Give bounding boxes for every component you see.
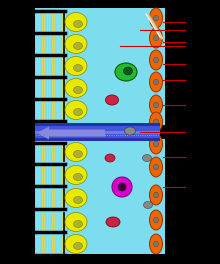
Ellipse shape (65, 12, 87, 31)
Ellipse shape (154, 102, 158, 108)
Ellipse shape (118, 183, 126, 191)
Ellipse shape (154, 192, 158, 198)
Ellipse shape (150, 157, 163, 177)
Ellipse shape (73, 43, 82, 50)
Ellipse shape (65, 101, 87, 120)
Ellipse shape (65, 78, 87, 97)
Ellipse shape (154, 119, 158, 125)
Ellipse shape (123, 67, 132, 75)
Ellipse shape (154, 79, 158, 85)
Ellipse shape (73, 196, 82, 204)
Ellipse shape (150, 50, 163, 70)
Ellipse shape (150, 112, 163, 132)
Ellipse shape (65, 234, 87, 253)
Ellipse shape (65, 188, 87, 208)
Ellipse shape (150, 134, 163, 154)
Ellipse shape (73, 21, 82, 27)
Ellipse shape (154, 35, 158, 41)
Ellipse shape (150, 95, 163, 115)
Ellipse shape (150, 8, 163, 28)
Bar (35, 138, 160, 141)
Ellipse shape (73, 173, 82, 181)
Ellipse shape (154, 15, 158, 21)
Ellipse shape (154, 217, 158, 223)
FancyArrow shape (37, 126, 105, 139)
Ellipse shape (106, 95, 119, 105)
Ellipse shape (150, 28, 163, 48)
Ellipse shape (112, 177, 132, 197)
Ellipse shape (65, 213, 87, 232)
Ellipse shape (73, 64, 82, 72)
Ellipse shape (73, 220, 82, 228)
Ellipse shape (106, 217, 120, 227)
Ellipse shape (150, 210, 163, 230)
Ellipse shape (65, 166, 87, 185)
Ellipse shape (73, 109, 82, 116)
Ellipse shape (105, 154, 115, 162)
Ellipse shape (150, 185, 163, 205)
Ellipse shape (65, 35, 87, 54)
Ellipse shape (154, 141, 158, 147)
Ellipse shape (154, 241, 158, 247)
Ellipse shape (150, 234, 163, 254)
Bar (35, 131, 160, 134)
Bar (35, 126, 160, 138)
Ellipse shape (65, 143, 87, 162)
Ellipse shape (154, 164, 158, 170)
Ellipse shape (73, 243, 82, 249)
Ellipse shape (125, 127, 136, 135)
Ellipse shape (143, 154, 152, 162)
Ellipse shape (65, 56, 87, 76)
Bar (35, 139, 165, 254)
Ellipse shape (150, 72, 163, 92)
Bar (35, 8, 165, 125)
Bar (35, 123, 160, 126)
Ellipse shape (154, 57, 158, 63)
Ellipse shape (73, 87, 82, 93)
Ellipse shape (73, 150, 82, 158)
Ellipse shape (143, 201, 152, 209)
Ellipse shape (115, 63, 137, 81)
